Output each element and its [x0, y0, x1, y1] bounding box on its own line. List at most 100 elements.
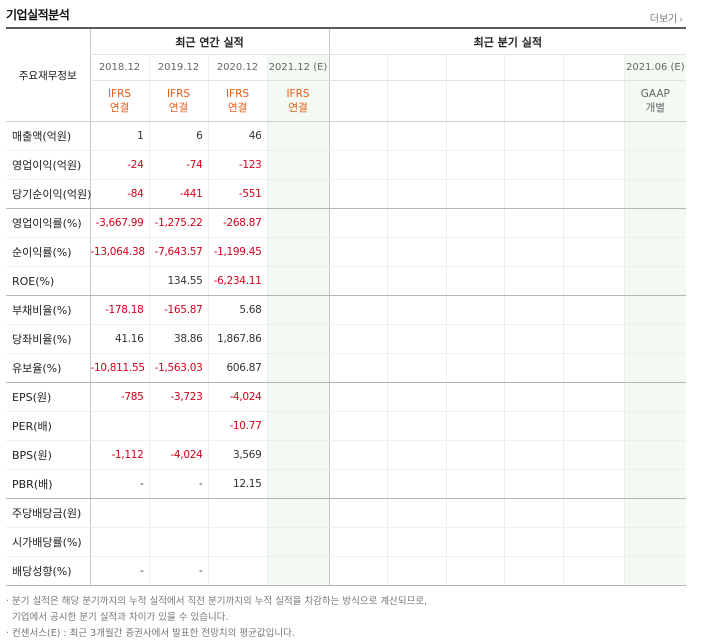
table-row: 배당성향(%) - -: [6, 556, 687, 586]
annual-group-header: 최근 연간 실적: [89, 29, 330, 55]
value-cell: 41.16: [89, 324, 149, 354]
consolidation-type: 연결: [168, 102, 189, 114]
quarter-value-cell: [328, 266, 388, 296]
row-label: EPS(원): [6, 382, 90, 412]
accounting-standard-header: IFRS 연결: [89, 80, 149, 122]
quarter-value-cell: [386, 382, 447, 412]
table-row: 당기순이익(억원) -84 -441 -551: [6, 179, 687, 209]
quarter-value-cell: [503, 150, 564, 180]
value-cell: -268.87: [207, 208, 267, 238]
table-row: BPS(원) -1,112 -4,024 3,569: [6, 440, 687, 470]
quarter-value-cell: [503, 411, 564, 441]
standard-name: GAAP: [640, 88, 670, 100]
accounting-standard-header: IFRS 연결: [266, 80, 330, 122]
quarter-value-cell: [623, 498, 687, 528]
quarter-value-cell: [562, 353, 625, 383]
footnote-3: · 컨센서스(E) : 최근 3개월간 증권사에서 발표한 전망치의 평균값입니…: [6, 628, 295, 639]
consolidation-type: 연결: [227, 102, 248, 114]
quarter-value-cell: [445, 411, 505, 441]
value-cell: 606.87: [207, 353, 267, 383]
quarter-value-cell: [503, 179, 564, 209]
table-row: EPS(원) -785 -3,723 -4,024: [6, 382, 687, 412]
row-label: 당기순이익(억원): [6, 179, 91, 209]
row-label-header: 주요재무정보: [6, 29, 90, 122]
value-cell: [266, 150, 330, 180]
quarter-value-cell: [623, 527, 687, 557]
footnote-1: · 분기 실적은 해당 분기까지의 누적 실적에서 직전 분기까지의 누적 실적…: [6, 596, 428, 607]
quarter-value-cell: [386, 266, 447, 296]
value-cell: [266, 498, 330, 528]
quarter-value-cell: [562, 556, 625, 586]
quarter-value-cell: [623, 440, 687, 470]
value-cell: [207, 556, 267, 586]
value-cell: -441: [148, 179, 208, 209]
quarter-value-cell: [328, 411, 388, 441]
quarter-value-cell: [445, 179, 505, 209]
quarter-value-cell: [445, 556, 505, 586]
value-cell: [266, 266, 330, 296]
quarter-value-cell: [562, 266, 625, 296]
value-cell: 12.15: [207, 469, 267, 499]
quarter-value-cell: [328, 295, 388, 325]
quarter-value-cell: [623, 150, 687, 180]
value-cell: -178.18: [89, 295, 149, 325]
quarter-value-cell: [386, 208, 447, 238]
value-cell: [266, 353, 330, 383]
table-row: 유보율(%) -10,811.55 -1,563.03 606.87: [6, 353, 687, 383]
value-cell: -: [89, 469, 149, 499]
row-label: 순이익률(%): [6, 237, 90, 267]
footnotes: · 분기 실적은 해당 분기까지의 누적 실적에서 직전 분기까지의 누적 실적…: [6, 594, 696, 642]
quarter-value-cell: [328, 237, 388, 267]
consolidation-type: 연결: [288, 102, 308, 114]
quarter-value-cell: [328, 527, 388, 557]
quarter-value-cell: [623, 237, 687, 267]
quarter-period-header: [328, 54, 388, 81]
value-cell: -24: [89, 150, 149, 180]
table-row: 주당배당금(원): [6, 498, 687, 528]
quarter-value-cell: [562, 324, 625, 354]
quarter-value-cell: [503, 266, 564, 296]
value-cell: [89, 527, 149, 557]
value-cell: [207, 498, 267, 528]
quarter-value-cell: [386, 237, 447, 267]
value-cell: -: [148, 469, 208, 499]
standard-name: IFRS: [107, 88, 132, 100]
quarter-value-cell: [503, 208, 564, 238]
value-cell: [266, 440, 330, 470]
quarter-value-cell: [445, 353, 505, 383]
consolidation-type: 연결: [109, 102, 130, 114]
value-cell: [266, 469, 330, 499]
quarter-value-cell: [562, 498, 625, 528]
more-link[interactable]: 더보기 ›: [650, 10, 683, 25]
quarter-value-cell: [445, 324, 505, 354]
table-row: PER(배) -10.77: [6, 411, 687, 441]
quarter-value-cell: [623, 266, 687, 296]
row-label: 유보율(%): [6, 353, 90, 383]
quarter-value-cell: [386, 411, 447, 441]
value-cell: -: [148, 556, 208, 586]
quarter-value-cell: [386, 556, 447, 586]
row-label: 영업이익(억원): [6, 150, 90, 180]
quarter-value-cell: [623, 121, 687, 151]
quarter-value-cell: [562, 411, 625, 441]
table-row: ROE(%) 134.55 -6,234.11: [6, 266, 687, 296]
quarter-value-cell: [562, 179, 625, 209]
quarter-value-cell: [623, 556, 687, 586]
value-cell: [207, 527, 267, 557]
value-cell: -3,667.99: [89, 208, 149, 238]
quarter-value-cell: [328, 324, 388, 354]
quarter-value-cell: [328, 150, 388, 180]
footnote-2: 기업에서 공시한 분기 실적과 차이가 있을 수 있습니다.: [12, 612, 229, 623]
quarter-value-cell: [445, 527, 505, 557]
row-label: 부채비율(%): [6, 295, 90, 325]
row-label: 주당배당금(원): [6, 498, 90, 528]
quarter-value-cell: [328, 382, 388, 412]
value-cell: -551: [207, 179, 267, 209]
value-cell: -1,199.45: [207, 237, 267, 267]
financial-table: 주요재무정보 최근 연간 실적 최근 분기 실적 2018.12 2019.12 2…: [6, 29, 687, 586]
quarter-value-cell: [503, 121, 564, 151]
accounting-standard-header: [386, 80, 447, 122]
consolidation-type: 개별: [645, 102, 665, 114]
value-cell: 5.68: [207, 295, 267, 325]
quarter-value-cell: [623, 382, 687, 412]
